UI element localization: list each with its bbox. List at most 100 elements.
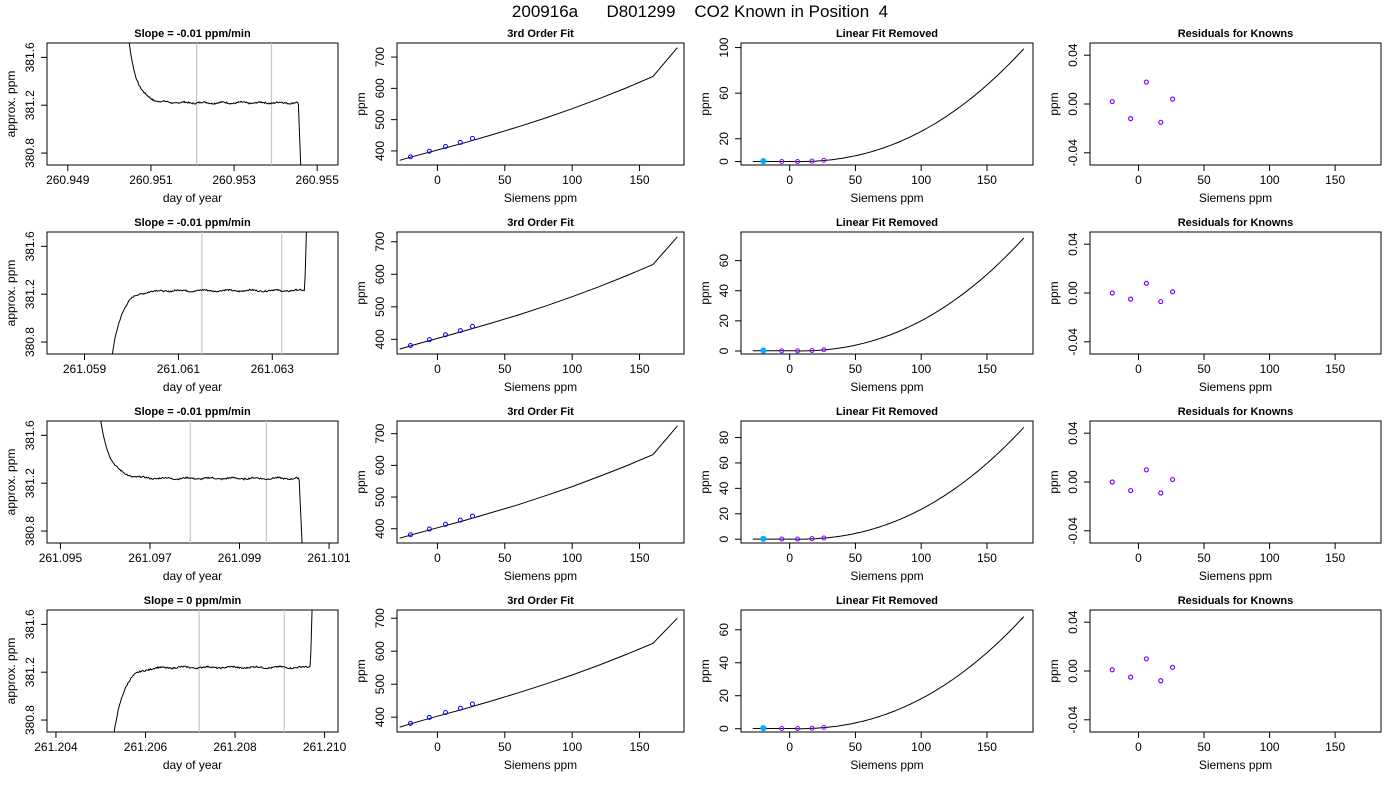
timeseries-r4-ytick-label: 381.2 [23,657,37,687]
timeseries-r2-plot-area [111,232,307,354]
timeseries-r4-xtick-label: 261.206 [124,740,168,754]
fit-r1-fit-curve [399,47,678,161]
fit-r4-plot-area [399,617,678,728]
linear_removed-r4-known-point [821,724,827,730]
timeseries-r2-xlabel: day of year [163,380,222,394]
fit-r3-known-point [443,521,449,527]
linear_removed-r1-title: Linear Fit Removed [836,28,938,40]
linear_removed-r2-xtick-label: 0 [786,362,793,376]
linear_removed-r2-known-point [821,347,827,353]
fit-r4-frame [396,609,685,733]
residuals-r1-xlabel: Siemens ppm [1199,191,1272,205]
residuals-r3-residual-point [1143,467,1149,473]
linear_removed-r2-known-point [795,348,801,354]
fit-r4-known-point [443,710,449,716]
linear_removed-r2-title: Linear Fit Removed [836,217,938,229]
fit-r4-xlabel: Siemens ppm [504,758,577,772]
linear_removed-r3-ytick-label: 0 [717,536,731,543]
linear_removed-r1-ytick-label: 20 [717,132,731,146]
fit-r3-known-point [426,526,432,532]
residuals-r2-xtick-label: 150 [1325,362,1345,376]
fit-r2-known-point [469,323,475,329]
residuals-r2-ylabel: ppm [1047,281,1061,304]
linear_removed-r2-xtick-label: 50 [849,362,863,376]
residuals-r1-frame [1089,42,1382,166]
fit-r1-ytick-label: 500 [373,109,387,129]
linear_removed-r3-known-point [779,536,785,542]
fit-r2-fit-curve [399,236,678,350]
residuals-r3-ytick-label: -0.04 [1066,517,1080,545]
linear_removed-r3-ytick-label: 60 [717,456,731,470]
fit-r1-ytick-label: 700 [373,47,387,67]
fit-r2-known-point [457,328,463,334]
residuals-r4-residual-point [1128,674,1134,680]
residuals-r4-title: Residuals for Knowns [1178,595,1294,607]
residuals-r1-plot-area [1109,79,1176,125]
fit-r4-known-point [457,705,463,711]
linear_removed-r3-known-point [760,535,767,542]
residuals-r4-ytick-label: 0.04 [1066,610,1080,634]
timeseries-r2-title: Slope = -0.01 ppm/min [134,217,251,229]
residuals-r4-residual-point [1158,678,1164,684]
residuals-r3-frame [1089,420,1382,544]
timeseries-r4-xtick-label: 261.204 [34,740,78,754]
residuals-r2-xtick-label: 100 [1260,362,1280,376]
timeseries-r3-frame [46,420,339,544]
residuals-r4-ylabel: ppm [1047,659,1061,682]
linear_removed-r4-title: Linear Fit Removed [836,595,938,607]
timeseries-r4-ytick-label: 381.6 [23,609,37,639]
timeseries-r2-trace [111,232,307,354]
linear_removed-r4-xtick-label: 50 [849,740,863,754]
fit-r1-xtick-label: 150 [630,173,650,187]
fit-r4-xtick-label: 100 [562,740,582,754]
residuals-r1-residual-point [1143,79,1149,85]
timeseries-r3-plot-area [100,421,303,543]
residuals-r3-residual-point [1109,479,1115,485]
timeseries-r3-ytick-label: 381.6 [23,420,37,450]
residuals-r4-plot-area [1109,656,1176,684]
fit-r4-ytick-label: 500 [373,674,387,694]
fit-r3-ylabel: ppm [354,470,368,493]
linear_removed-r2-plot-area [752,237,1025,354]
linear_removed-r3-xtick-label: 150 [977,551,997,565]
residuals-r4-residual-point [1109,667,1115,673]
fit-r1-known-point [407,154,413,160]
fit-r1-ytick-label: 600 [373,78,387,98]
linear_removed-r3-known-point [795,536,801,542]
timeseries-r4-trace [113,610,313,732]
residuals-r4-xlabel: Siemens ppm [1199,758,1272,772]
linear_removed-r3-xtick-label: 0 [786,551,793,565]
timeseries-r3-ytick-label: 381.2 [23,468,37,498]
timeseries-r2-ytick-label: 381.6 [23,231,37,261]
fit-r3-xtick-label: 100 [562,551,582,565]
linear_removed-r1-frame [740,42,1034,166]
residuals-r1-ytick-label: 0.00 [1066,92,1080,116]
linear_removed-r4-ytick-label: 40 [717,656,731,670]
linear_removed-r2-ytick-label: 20 [717,314,731,328]
timeseries-r1-ytick-label: 381.6 [23,42,37,72]
linear_removed-r1-known-point [821,157,827,163]
fit-r4-title: 3rd Order Fit [507,595,574,607]
timeseries-r1-frame [46,42,339,166]
residuals-r2-residual-point [1143,280,1149,286]
fit-r3-known-point [407,532,413,538]
residuals-r1-xtick-label: 0 [1135,173,1142,187]
fit-r3-ytick-label: 400 [373,518,387,538]
residuals-r2-residual-point [1128,296,1134,302]
linear_removed-r1-xtick-label: 100 [911,173,931,187]
fit-r2-ytick-label: 700 [373,231,387,251]
timeseries-r2-xtick-label: 261.061 [157,362,201,376]
fit-r3-frame [396,420,685,544]
timeseries-r1-xtick-label: 260.951 [129,173,173,187]
linear_removed-r2-known-point [809,348,815,354]
linear_removed-r3-residual-curve [752,427,1025,540]
timeseries-r3-xtick-label: 261.099 [218,551,262,565]
linear_removed-r4-known-point [809,725,815,731]
residuals-r1-ylabel: ppm [1047,92,1061,115]
linear_removed-r1-known-point [760,158,767,165]
residuals-r2-title: Residuals for Knowns [1178,217,1294,229]
residuals-r1-xtick-label: 50 [1197,173,1211,187]
timeseries-r4-xtick-label: 261.210 [303,740,347,754]
fit-r1-known-point [426,148,432,154]
timeseries-r1-trace [128,43,302,165]
